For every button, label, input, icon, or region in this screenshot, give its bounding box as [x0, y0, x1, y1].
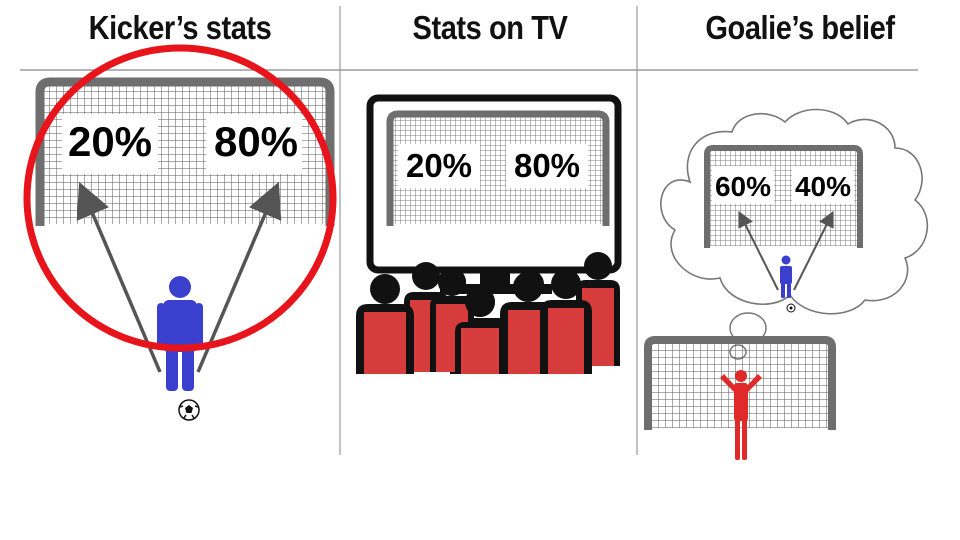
goalie-right-percent: 40%: [795, 171, 851, 202]
tv-screen-icon: [366, 94, 622, 294]
kicker-left-percent: 20%: [68, 118, 152, 165]
tv-right-percent: 80%: [514, 147, 580, 184]
goal-net-icon: [704, 145, 863, 248]
goalie-figure-icon: [720, 370, 762, 460]
panel-title-kicker-stats: Kicker’s stats: [88, 9, 272, 46]
panel-title-goalie-belief: Goalie’s belief: [705, 9, 895, 46]
belief-arrow-left: [738, 210, 779, 291]
panel-title-stats-on-tv: Stats on TV: [412, 9, 568, 46]
belief-arrow-right: [793, 210, 834, 291]
kicker-figure-icon: [780, 255, 792, 298]
audience-icon: [356, 252, 620, 374]
tv-left-percent: 20%: [406, 147, 472, 184]
kicker-figure-icon: [157, 276, 203, 391]
soccer-ball-icon: [178, 399, 200, 421]
highlight-circle-icon: [23, 44, 337, 352]
soccer-ball-icon: [786, 303, 796, 313]
kicker-right-percent: 80%: [214, 118, 298, 165]
goalie-left-percent: 60%: [715, 171, 771, 202]
